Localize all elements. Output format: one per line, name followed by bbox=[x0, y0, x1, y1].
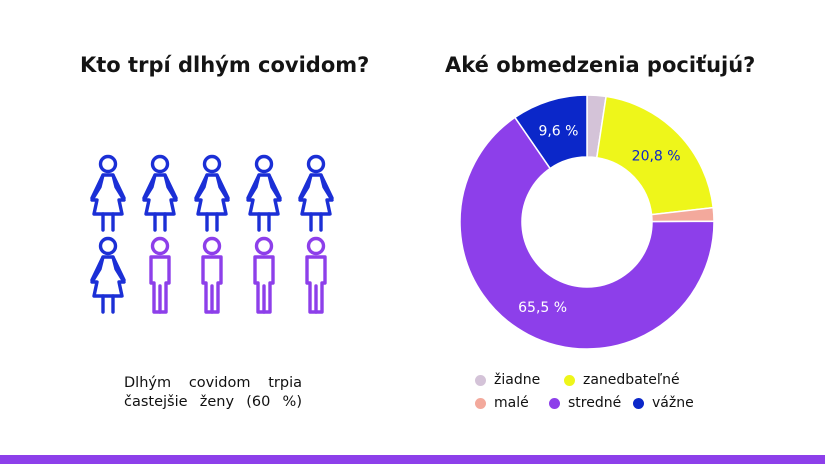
legend-item-stredne: stredné bbox=[549, 395, 621, 411]
legend-item-zanedbatelne: zanedbateľné bbox=[564, 372, 680, 388]
caption-line-1: Dlhým covidom trpia bbox=[124, 375, 302, 391]
legend-item-male: malé bbox=[475, 395, 529, 411]
left-title: Kto trpí dlhým covidom? bbox=[80, 53, 370, 77]
woman-icon bbox=[90, 236, 126, 314]
legend-label-stredne: stredné bbox=[568, 395, 622, 411]
legend-label-ziadne: žiadne bbox=[494, 372, 541, 388]
bottom-accent-bar bbox=[0, 455, 825, 464]
donut-chart: 20,8 % 65,5 % 9,6 % bbox=[460, 94, 715, 350]
people-pictogram bbox=[90, 154, 334, 314]
slice-stredne bbox=[460, 116, 715, 350]
legend-label-zanedbatelne: zanedbateľné bbox=[583, 372, 680, 388]
legend-swatch-zanedbatelne bbox=[564, 374, 575, 386]
caption-line-2: častejšie ženy (60 %) bbox=[124, 394, 302, 410]
legend-item-ziadne: žiadne bbox=[475, 372, 540, 388]
man-icon bbox=[149, 236, 171, 314]
slice-zanedbatelne bbox=[595, 95, 715, 216]
woman-icon bbox=[298, 154, 334, 232]
legend-swatch-vazne bbox=[633, 397, 644, 409]
slice-label-zanedbatelne: 20,8 % bbox=[632, 148, 681, 164]
caption: Dlhým covidom trpia častejšie ženy (60 %… bbox=[124, 374, 302, 412]
chart-title: Aké obmedzenia pociťujú? bbox=[445, 53, 756, 77]
man-icon bbox=[201, 236, 223, 314]
woman-icon bbox=[194, 154, 230, 232]
legend-swatch-male bbox=[475, 397, 486, 409]
legend-item-vazne: vážne bbox=[633, 395, 694, 411]
woman-icon bbox=[90, 154, 126, 232]
woman-icon bbox=[142, 154, 178, 232]
legend-label-vazne: vážne bbox=[652, 395, 694, 411]
legend-swatch-stredne bbox=[549, 397, 560, 409]
slice-label-vazne: 9,6 % bbox=[538, 123, 578, 139]
man-icon bbox=[253, 236, 275, 314]
legend-label-male: malé bbox=[494, 395, 529, 411]
slice-vazne bbox=[513, 94, 588, 170]
slice-label-stredne: 65,5 % bbox=[518, 300, 567, 316]
legend-swatch-ziadne bbox=[475, 374, 486, 386]
woman-icon bbox=[246, 154, 282, 232]
man-icon bbox=[305, 236, 327, 314]
